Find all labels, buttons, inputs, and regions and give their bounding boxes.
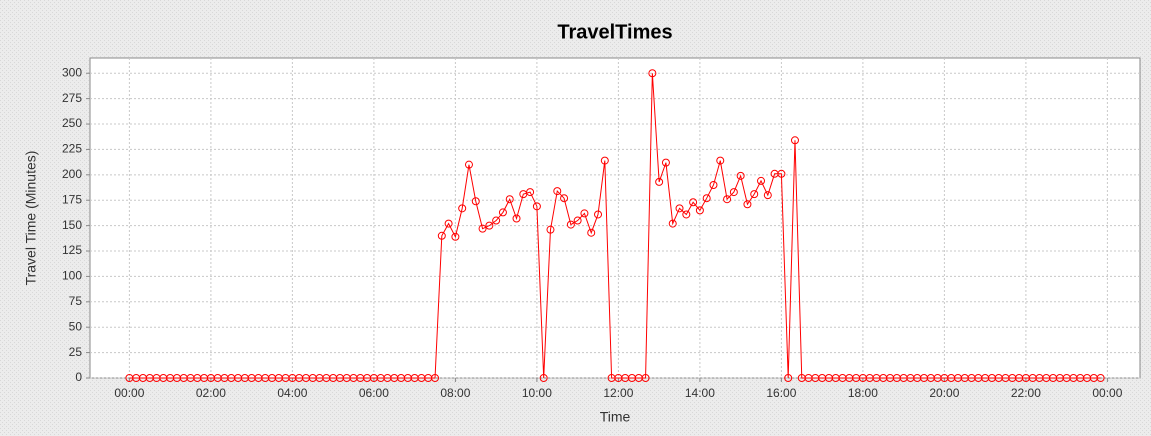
point <box>750 190 759 199</box>
y-tick-label: 300 <box>62 65 82 79</box>
x-tick-label: 12:00 <box>603 386 633 400</box>
point <box>539 374 548 382</box>
point <box>526 188 535 197</box>
point <box>655 177 664 186</box>
point <box>695 206 704 215</box>
y-tick-label: 150 <box>62 218 82 232</box>
x-tick-label: 10:00 <box>522 386 552 400</box>
point <box>492 216 501 225</box>
y-tick-label: 0 <box>75 370 82 384</box>
x-tick-label: 08:00 <box>440 386 470 400</box>
y-tick-label: 125 <box>62 243 82 257</box>
point <box>458 204 467 213</box>
y-tick-label: 50 <box>69 319 83 333</box>
point <box>532 202 541 211</box>
point <box>1096 374 1105 382</box>
point <box>668 219 677 228</box>
point <box>600 156 609 165</box>
x-tick-label: 20:00 <box>929 386 959 400</box>
x-tick-label: 00:00 <box>1092 386 1122 400</box>
point <box>573 216 582 225</box>
point <box>682 210 691 219</box>
x-tick-label: 16:00 <box>766 386 796 400</box>
point <box>784 374 793 382</box>
y-tick-label: 250 <box>62 116 82 130</box>
point <box>498 208 507 217</box>
point <box>437 231 446 240</box>
point <box>723 195 732 204</box>
point <box>743 200 752 209</box>
y-tick-label: 225 <box>62 142 82 156</box>
point <box>763 191 772 200</box>
point <box>661 158 670 167</box>
x-axis-label: Time <box>600 409 631 425</box>
x-tick-label: 04:00 <box>277 386 307 400</box>
point <box>478 224 487 233</box>
x-tick-label: 06:00 <box>359 386 389 400</box>
chart-title: TravelTimes <box>557 21 672 43</box>
x-tick-label: 22:00 <box>1011 386 1041 400</box>
point <box>485 221 494 230</box>
y-tick-label: 75 <box>69 294 83 308</box>
point <box>505 195 514 204</box>
y-axis-label: Travel Time (Minutes) <box>23 151 39 286</box>
y-tick-label: 200 <box>62 167 82 181</box>
point <box>736 171 745 180</box>
point <box>444 219 453 228</box>
x-tick-label: 02:00 <box>196 386 226 400</box>
point <box>451 232 460 241</box>
point <box>580 209 589 218</box>
point <box>641 374 650 382</box>
point <box>594 210 603 219</box>
point <box>546 225 555 234</box>
point <box>709 180 718 189</box>
x-tick-label: 00:00 <box>114 386 144 400</box>
point <box>512 214 521 223</box>
point <box>431 374 440 382</box>
x-tick-label: 18:00 <box>848 386 878 400</box>
point <box>757 176 766 185</box>
point <box>566 220 575 229</box>
point <box>689 198 698 207</box>
y-tick-label: 25 <box>69 345 83 359</box>
x-tick-label: 14:00 <box>685 386 715 400</box>
point <box>464 160 473 169</box>
point <box>716 156 725 165</box>
point <box>587 228 596 237</box>
y-tick-label: 175 <box>62 192 82 206</box>
point <box>553 187 562 196</box>
point <box>777 169 786 178</box>
point <box>675 204 684 213</box>
y-tick-label: 275 <box>62 91 82 105</box>
point <box>790 136 799 145</box>
y-tick-label: 100 <box>62 269 82 283</box>
point <box>648 69 657 78</box>
plot-area <box>89 57 1141 379</box>
point <box>560 194 569 203</box>
point <box>729 188 738 197</box>
point <box>702 194 711 203</box>
point <box>471 197 480 206</box>
